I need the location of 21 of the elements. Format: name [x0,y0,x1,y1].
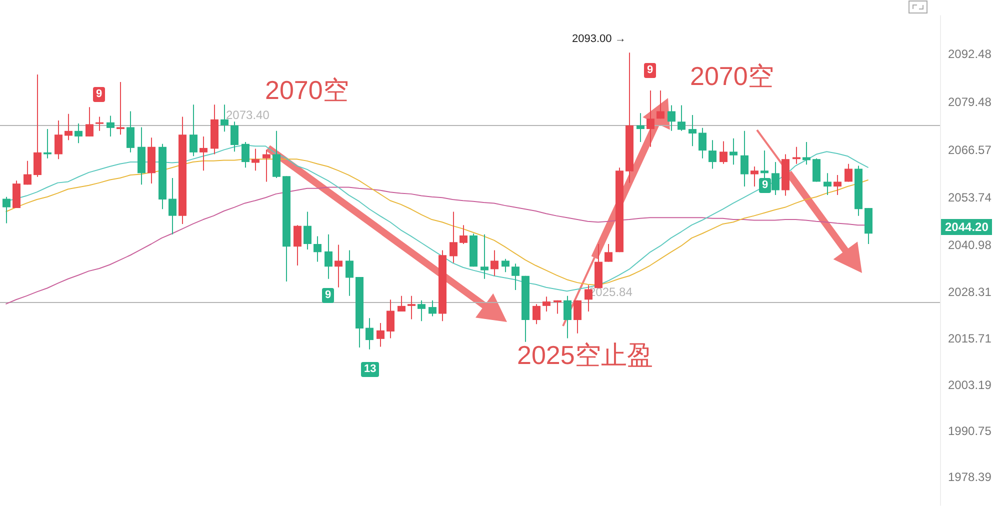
annotation: 2025空止盈 [517,340,653,370]
annotation: 9 [322,288,334,303]
y-tick-label: 2066.57 [948,142,992,157]
annotation: 2093.00 → [572,33,626,45]
y-tick-label: 2015.71 [948,332,992,346]
y-tick-label: 2040.98 [948,238,992,252]
y-tick-label: 2028.31 [948,284,992,299]
ref-line-label: 2073.40 [226,108,270,122]
y-tick-label: 2053.74 [948,190,992,205]
y-tick-label: 1978.39 [948,470,992,484]
annotation: 2070空 [265,75,349,105]
annotation: 2070空 [690,61,774,91]
y-tick-label: 2003.19 [948,378,992,392]
y-tick-label: 2092.48 [948,46,992,61]
annotation: 9 [93,87,106,102]
annotation: 9 [644,63,656,78]
y-tick-label: 2079.48 [948,95,992,110]
annotation: 13 [361,362,380,377]
y-tick-label: 1990.75 [948,424,992,438]
text: 2044.20 [941,219,992,235]
annotation: 9 [759,178,772,193]
